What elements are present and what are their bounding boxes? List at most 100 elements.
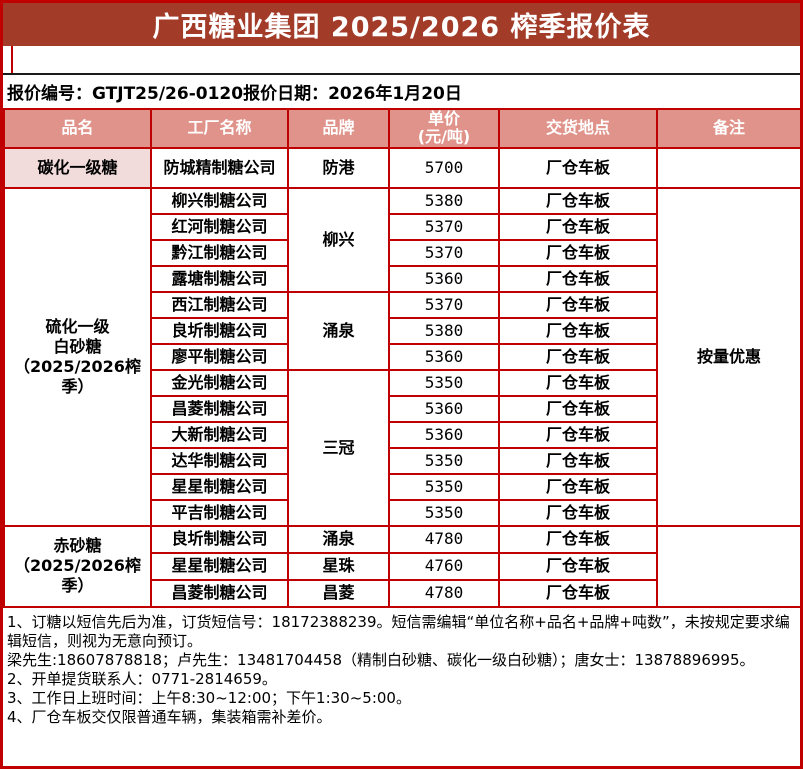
price-cell: 5360 bbox=[388, 394, 500, 423]
delivery-cell: 厂仓车板 bbox=[498, 238, 658, 267]
factory-name-cell: 柳兴制糖公司 bbox=[150, 186, 289, 215]
spacer-row bbox=[3, 46, 800, 75]
price-cell: 5350 bbox=[388, 472, 500, 501]
note-line: 梁先生:18607878818；卢先生：13481704458（精制白砂糖、碳化… bbox=[7, 650, 755, 669]
remark-cell bbox=[656, 146, 800, 189]
note-line: 3、工作日上班时间：上午8:30~12:00；下午1:30~5:00。 bbox=[7, 688, 411, 707]
delivery-cell: 厂仓车板 bbox=[498, 394, 658, 423]
factory-name-cell: 昌菱制糖公司 bbox=[150, 578, 289, 608]
price-cell: 5360 bbox=[388, 420, 500, 449]
price-cell: 4780 bbox=[388, 524, 500, 554]
quote-info-line: 报价编号：GTJT25/26-0120报价日期：2026年1月20日 bbox=[3, 75, 800, 108]
product-name-cell: 碳化一级糖 bbox=[3, 146, 152, 189]
table-row: 碳化一级糖 防城精制糖公司 防港 5700 厂仓车板 bbox=[3, 146, 800, 189]
note-line: 4、厂仓车板交仅限普通车辆，集装箱需补差价。 bbox=[7, 707, 332, 726]
table-row: 西江制糖公司 涌泉 5370 厂仓车板 bbox=[4, 290, 800, 371]
table-row: 良圻制糖公司 5380 厂仓车板 bbox=[4, 316, 800, 345]
brand-cell: 涌泉 bbox=[287, 290, 390, 371]
price-cell: 5370 bbox=[388, 238, 500, 267]
price-cell: 5380 bbox=[388, 316, 500, 345]
column-header: 备注 bbox=[656, 108, 800, 149]
brand-cell: 三冠 bbox=[287, 368, 390, 527]
delivery-cell: 厂仓车板 bbox=[498, 342, 658, 371]
table-row: 星星制糖公司 星珠 4760 厂仓车板 bbox=[4, 551, 800, 581]
table-row: 硫化一级 白砂糖 （2025/2026榨季） 柳兴制糖公司 柳兴 5380 厂仓车板 按量… bbox=[3, 186, 800, 527]
table-row: 昌菱制糖公司 昌菱 4780 厂仓车板 bbox=[4, 578, 800, 608]
factory-name-cell: 金光制糖公司 bbox=[150, 368, 289, 397]
factory-name-cell: 星星制糖公司 bbox=[150, 472, 289, 501]
product-name-cell: 赤砂糖 （2025/2026榨季） bbox=[3, 524, 152, 608]
price-cell: 5350 bbox=[388, 498, 500, 527]
table-row: 金光制糖公司 三冠 5350 厂仓车板 bbox=[4, 368, 800, 527]
remark-cell bbox=[656, 524, 800, 608]
factory-name-cell: 昌菱制糖公司 bbox=[150, 394, 289, 423]
price-table: 品名 工厂名称 品牌 单价 (元/吨) 交货地点 备注 碳化一级糖 防城精制糖公司 防港 570… bbox=[3, 108, 800, 608]
brand-cell: 昌菱 bbox=[287, 578, 390, 608]
factory-name-cell: 平吉制糖公司 bbox=[150, 498, 289, 527]
delivery-cell: 厂仓车板 bbox=[498, 368, 658, 397]
price-cell: 5380 bbox=[388, 186, 500, 215]
price-cell: 5700 bbox=[388, 146, 500, 189]
remark-cell: 按量优惠 bbox=[656, 186, 800, 527]
factory-name-cell: 黔江制糖公司 bbox=[150, 238, 289, 267]
column-header: 交货地点 bbox=[498, 108, 658, 149]
column-header: 品牌 bbox=[287, 108, 390, 149]
brand-cell: 防港 bbox=[287, 146, 390, 189]
product-name-cell: 硫化一级 白砂糖 （2025/2026榨季） bbox=[3, 186, 152, 527]
footer-notes: 1、订糖以短信先后为准，订货短信号：18172388239。短信需编辑“单位名称… bbox=[3, 607, 800, 766]
factory-name-cell: 星星制糖公司 bbox=[150, 551, 289, 581]
delivery-cell: 厂仓车板 bbox=[498, 186, 658, 215]
delivery-cell: 厂仓车板 bbox=[498, 290, 658, 319]
note-line: 1、订糖以短信先后为准，订货短信号：18172388239。短信需编辑“单位名称… bbox=[7, 612, 790, 650]
delivery-cell: 厂仓车板 bbox=[498, 212, 658, 241]
spacer-cell-divider bbox=[11, 46, 13, 73]
factory-name-cell: 达华制糖公司 bbox=[150, 446, 289, 475]
brand-cell: 涌泉 bbox=[287, 524, 390, 554]
table-row: 露塘制糖公司 5360 厂仓车板 bbox=[4, 264, 800, 293]
factory-name-cell: 良圻制糖公司 bbox=[150, 316, 289, 345]
column-header: 品名 bbox=[3, 108, 152, 149]
delivery-cell: 厂仓车板 bbox=[498, 420, 658, 449]
price-cell: 5370 bbox=[388, 212, 500, 241]
delivery-cell: 厂仓车板 bbox=[498, 498, 658, 527]
delivery-cell: 厂仓车板 bbox=[498, 524, 658, 554]
table-row: 赤砂糖 （2025/2026榨季） 良圻制糖公司 涌泉 4780 厂仓车板 bbox=[3, 524, 800, 608]
price-cell: 5370 bbox=[388, 290, 500, 319]
table-row: 昌菱制糖公司 5360 厂仓车板 bbox=[4, 394, 800, 423]
price-cell: 5360 bbox=[388, 264, 500, 293]
brand-cell: 柳兴 bbox=[287, 186, 390, 293]
table-row: 星星制糖公司 5350 厂仓车板 bbox=[4, 472, 800, 501]
column-header: 单价 (元/吨) bbox=[388, 108, 500, 149]
price-table-body: 碳化一级糖 防城精制糖公司 防港 5700 厂仓车板 硫化一级 白砂糖 （2025/202… bbox=[3, 146, 800, 608]
note-line: 2、开单提货联系人：0771-2814659。 bbox=[7, 669, 277, 688]
delivery-cell: 厂仓车板 bbox=[498, 578, 658, 608]
delivery-cell: 厂仓车板 bbox=[498, 472, 658, 501]
table-row: 大新制糖公司 5360 厂仓车板 bbox=[4, 420, 800, 449]
factory-name-cell: 红河制糖公司 bbox=[150, 212, 289, 241]
delivery-cell: 厂仓车板 bbox=[498, 551, 658, 581]
price-cell: 5350 bbox=[388, 368, 500, 397]
factory-name-cell: 廖平制糖公司 bbox=[150, 342, 289, 371]
price-cell: 5350 bbox=[388, 446, 500, 475]
price-cell: 4760 bbox=[388, 551, 500, 581]
table-row: 黔江制糖公司 5370 厂仓车板 bbox=[4, 238, 800, 267]
factory-name-cell: 露塘制糖公司 bbox=[150, 264, 289, 293]
table-header-row: 品名 工厂名称 品牌 单价 (元/吨) 交货地点 备注 bbox=[3, 108, 800, 149]
factory-name-cell: 西江制糖公司 bbox=[150, 290, 289, 319]
table-row: 红河制糖公司 5370 厂仓车板 bbox=[4, 212, 800, 241]
column-header: 工厂名称 bbox=[150, 108, 289, 149]
table-row: 廖平制糖公司 5360 厂仓车板 bbox=[4, 342, 800, 371]
page-title: 广西糖业集团 2025/2026 榨季报价表 bbox=[3, 3, 800, 46]
delivery-cell: 厂仓车板 bbox=[498, 446, 658, 475]
table-row: 达华制糖公司 5350 厂仓车板 bbox=[4, 446, 800, 475]
factory-name-cell: 大新制糖公司 bbox=[150, 420, 289, 449]
table-row: 平吉制糖公司 5350 厂仓车板 bbox=[4, 498, 800, 527]
factory-name-cell: 防城精制糖公司 bbox=[150, 146, 289, 189]
price-cell: 5360 bbox=[388, 342, 500, 371]
delivery-cell: 厂仓车板 bbox=[498, 146, 658, 189]
delivery-cell: 厂仓车板 bbox=[498, 264, 658, 293]
delivery-cell: 厂仓车板 bbox=[498, 316, 658, 345]
brand-cell: 星珠 bbox=[287, 551, 390, 581]
factory-name-cell: 良圻制糖公司 bbox=[150, 524, 289, 554]
